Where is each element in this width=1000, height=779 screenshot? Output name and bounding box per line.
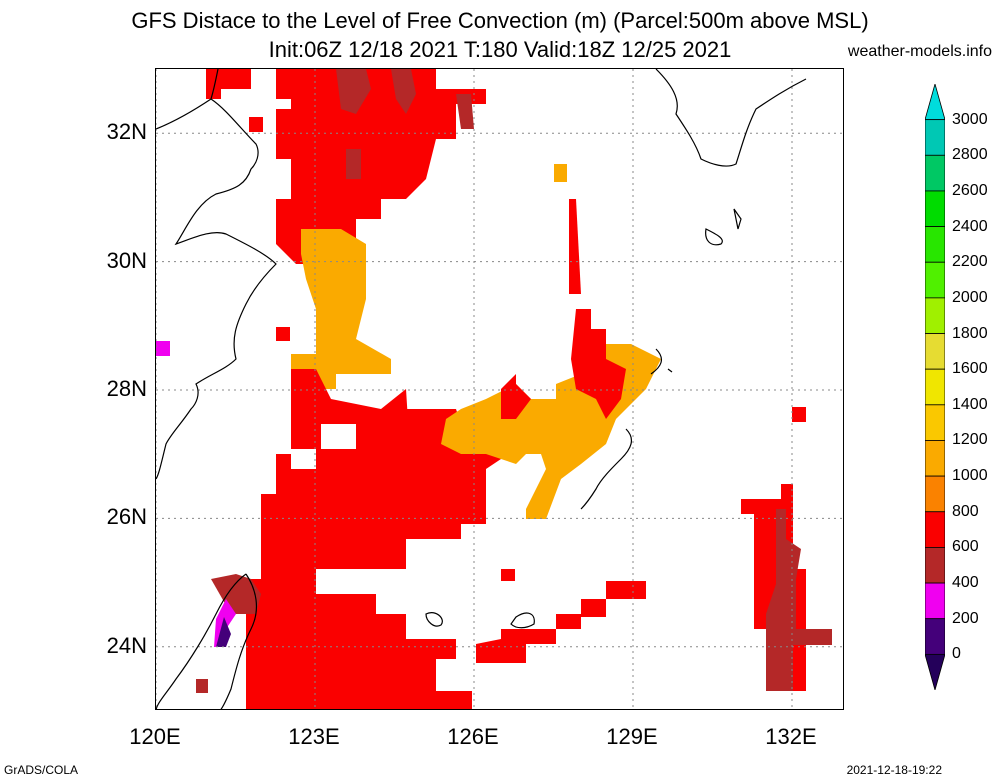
field-red — [569, 199, 581, 294]
field-red — [476, 581, 646, 663]
colorbar-swatch — [925, 653, 945, 690]
field-red — [276, 69, 486, 264]
colorbar-label: 1800 — [952, 324, 988, 342]
colorbar-label: 1600 — [952, 360, 988, 378]
lat-tick-label: 30N — [106, 247, 147, 273]
colorbar-swatch — [925, 154, 945, 192]
colorbar-swatch — [925, 297, 945, 334]
field-brown — [456, 94, 474, 129]
field-red — [792, 407, 806, 422]
field-red — [236, 369, 501, 709]
colorbar-swatch — [925, 333, 945, 370]
field-brown — [196, 679, 208, 693]
lon-tick-label: 120E — [129, 724, 181, 749]
colorbar-swatch — [925, 404, 945, 441]
colorbar-label: 2000 — [952, 288, 988, 306]
coastline-ryukyu — [425, 612, 535, 629]
colorbar-swatch — [925, 582, 945, 620]
coastline-kyushu — [655, 69, 807, 246]
colorbar-label: 400 — [952, 574, 979, 592]
convection-field — [156, 69, 832, 709]
lon-tick-label: 123E — [288, 724, 340, 749]
field-red — [501, 374, 531, 419]
coastline-ryukyu — [580, 348, 673, 510]
graticule — [156, 69, 843, 709]
colorbar-swatch — [925, 368, 945, 406]
colorbar-label: 2600 — [952, 181, 988, 199]
colorbar-label: 1400 — [952, 395, 988, 413]
map-panel — [155, 68, 844, 710]
colorbar-swatch — [925, 440, 945, 477]
field-orange — [554, 164, 567, 182]
colorbar-label: 3000 — [952, 110, 988, 128]
field-brown — [391, 69, 416, 114]
lon-tick-label: 126E — [447, 724, 499, 749]
colorbar-label: 2800 — [952, 146, 988, 164]
footer-software: GrADS/COLA — [4, 763, 79, 777]
field-red — [501, 569, 515, 581]
lat-tick-label: 28N — [106, 376, 147, 401]
colorbar-swatch — [925, 618, 945, 655]
colorbar-label: 1000 — [952, 467, 988, 485]
coastline — [156, 69, 807, 709]
field-orange — [291, 229, 391, 389]
colorbar-swatch — [925, 511, 945, 548]
field-brown — [766, 509, 832, 691]
field-brown — [346, 149, 361, 179]
colorbar-label: 1200 — [952, 431, 988, 449]
field-purple — [216, 617, 231, 647]
field-red — [606, 581, 646, 599]
colorbar-swatch — [925, 475, 945, 513]
colorbar-swatch — [925, 84, 945, 121]
lat-tick-label: 26N — [106, 504, 147, 530]
field-red — [571, 309, 626, 419]
field-brown — [336, 69, 371, 114]
field-red — [249, 117, 263, 132]
field-red — [206, 69, 251, 99]
lon-tick-label: 132E — [765, 724, 817, 749]
colorbar-label: 600 — [952, 538, 979, 556]
lon-tick-label: 129E — [606, 724, 658, 749]
colorbar-swatch — [925, 119, 945, 156]
colorbar-label: 800 — [952, 502, 979, 520]
colorbar-swatch — [925, 547, 945, 584]
colorbar-label: 2400 — [952, 217, 988, 235]
coastline-china — [156, 69, 277, 480]
field-magenta — [156, 341, 170, 356]
colorbar-swatch — [925, 190, 945, 227]
lat-tick-label: 32N — [106, 119, 147, 145]
footer-timestamp: 2021-12-18-19:22 — [846, 763, 942, 777]
colorbar-swatch — [925, 226, 945, 263]
site-credit: weather-models.info — [847, 43, 992, 60]
coastline-taiwan — [156, 573, 258, 709]
map-subtitle: Init:06Z 12/18 2021 T:180 Valid:18Z 12/2… — [268, 37, 732, 62]
colorbar-label: 2200 — [952, 253, 988, 271]
map-plot — [156, 69, 843, 709]
lat-tick-label: 24N — [106, 632, 147, 658]
colorbar-label: 200 — [952, 609, 979, 627]
colorbar-swatch — [925, 261, 945, 299]
colorbar — [925, 84, 945, 690]
field-brown — [211, 574, 261, 614]
colorbar-label: 0 — [952, 645, 961, 663]
map-title: GFS Distace to the Level of Free Convect… — [131, 8, 869, 33]
field-red — [276, 327, 290, 341]
